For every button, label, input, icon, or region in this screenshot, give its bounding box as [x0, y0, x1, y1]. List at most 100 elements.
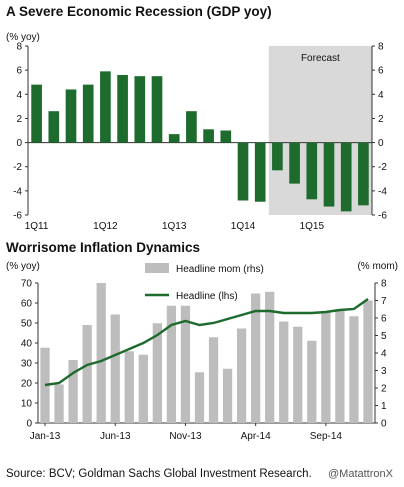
- y-tick-label-left: -6: [13, 211, 22, 222]
- legend-swatch-bars: [145, 263, 169, 273]
- x-tick-label: Jan-13: [30, 431, 61, 442]
- y-axis-label-left: (% yoy): [6, 261, 40, 272]
- y-tick-label-left: 30: [21, 359, 33, 370]
- mom-bar: [251, 293, 261, 423]
- mom-bar: [293, 326, 303, 423]
- x-tick-label: 1Q11: [25, 221, 49, 232]
- mom-bar: [265, 291, 275, 423]
- x-tick-label: 1Q14: [231, 221, 256, 232]
- y-tick-label-left: 50: [21, 319, 33, 330]
- gdp-bar: [117, 74, 128, 143]
- y-tick-label-left: 2: [16, 114, 22, 125]
- mom-bar: [349, 316, 359, 423]
- gdp-bar: [340, 142, 352, 212]
- y-tick-label-right: 8: [378, 42, 384, 53]
- forecast-region: [268, 46, 372, 215]
- mom-bar: [236, 328, 247, 423]
- gdp-bar: [100, 71, 111, 143]
- mom-bar: [138, 354, 148, 423]
- y-tick-label-left: 0: [26, 419, 32, 430]
- x-tick-label: 1Q13: [162, 221, 187, 232]
- x-tick-label: Sep-14: [310, 431, 343, 442]
- y-tick-label-right: 1: [381, 401, 387, 412]
- mom-bar: [54, 384, 64, 423]
- legend-label-line: Headline (lhs): [176, 291, 238, 302]
- x-tick-label: 1Q15: [300, 221, 325, 232]
- y-axis-label: (% yoy): [6, 32, 40, 43]
- y-tick-label-left: 70: [21, 279, 33, 290]
- y-tick-label-right: 0: [381, 419, 387, 430]
- gdp-bar: [358, 142, 369, 206]
- y-tick-label-left: 20: [21, 379, 33, 390]
- y-tick-label-right: 7: [381, 296, 387, 307]
- top-chart-title: A Severe Economic Recession (GDP yoy): [6, 4, 272, 19]
- x-tick-label: Nov-13: [169, 431, 202, 442]
- y-tick-label-right: 6: [381, 314, 387, 325]
- y-tick-label-right: -2: [378, 162, 387, 173]
- y-tick-label-left: 8: [16, 42, 22, 53]
- mom-bar: [335, 309, 345, 423]
- gdp-bar: [237, 142, 249, 201]
- headline-line: [44, 298, 369, 387]
- gdp-bar: [82, 84, 94, 143]
- gdp-bar-chart: Forecast(% yoy)8 86 64 42 20 0-2 -2-4 -4-6 -61Q1…: [6, 32, 387, 232]
- y-tick-label-right: -6: [378, 211, 387, 222]
- gdp-bar: [186, 111, 197, 143]
- y-tick-label-left: 60: [21, 299, 33, 310]
- mom-bar: [166, 305, 177, 423]
- forecast-label: Forecast: [301, 53, 340, 64]
- y-tick-label-right: 0: [378, 138, 384, 149]
- inflation-combo-chart: (% yoy) (% mom)706050403020100876543210He…: [6, 261, 398, 442]
- gdp-bar: [31, 84, 42, 143]
- mom-bar: [279, 321, 289, 423]
- mom-bar: [82, 325, 92, 423]
- mom-bar: [307, 340, 317, 423]
- x-tick-label: Apr-14: [241, 431, 271, 442]
- x-tick-label: 1Q12: [93, 221, 118, 232]
- y-tick-label-right: 3: [381, 366, 387, 377]
- gdp-bar: [220, 130, 232, 143]
- y-tick-label-left: 4: [16, 90, 22, 101]
- gdp-bar: [306, 142, 318, 200]
- gdp-bar: [65, 89, 77, 143]
- gdp-bar: [203, 129, 214, 143]
- y-tick-label-left: 0: [16, 138, 22, 149]
- gdp-bar: [323, 142, 335, 207]
- mom-bar: [96, 283, 106, 423]
- mom-bar: [363, 300, 373, 423]
- bottom-chart-title: Worrisome Inflation Dynamics: [6, 240, 201, 255]
- y-tick-label-right: 4: [381, 349, 387, 360]
- gdp-bar: [168, 134, 180, 143]
- mom-bar: [208, 337, 219, 423]
- mom-bar: [321, 312, 331, 423]
- y-tick-label-right: 4: [378, 90, 384, 101]
- gdp-bar: [254, 142, 266, 202]
- y-tick-label-left: 10: [21, 399, 33, 410]
- mom-bar: [124, 351, 134, 423]
- legend-label-bars: Headline mom (rhs): [176, 264, 264, 275]
- y-tick-label-right: -4: [378, 186, 387, 197]
- gdp-bar: [272, 142, 283, 171]
- gdp-bar: [151, 76, 163, 143]
- mom-bar: [152, 323, 162, 423]
- x-tick-label: Jun-13: [100, 431, 131, 442]
- mom-bar: [222, 368, 233, 423]
- y-tick-label-right: 5: [381, 331, 387, 342]
- y-tick-label-left: 40: [21, 339, 33, 350]
- mom-bar: [68, 360, 78, 423]
- y-axis-label-right: (% mom): [357, 261, 398, 272]
- gdp-bar: [134, 76, 146, 143]
- y-tick-label-left: -2: [13, 162, 22, 173]
- gdp-bar: [289, 142, 300, 184]
- gdp-bar: [48, 111, 60, 143]
- y-tick-label-left: -4: [13, 186, 22, 197]
- y-tick-label-left: 6: [16, 66, 22, 77]
- y-tick-label-right: 8: [381, 279, 387, 290]
- y-tick-label-right: 6: [378, 66, 384, 77]
- mom-bar: [194, 372, 205, 423]
- y-tick-label-right: 2: [378, 114, 384, 125]
- mom-bar: [180, 305, 191, 423]
- source-note: Source: BCV; Goldman Sachs Global Invest…: [6, 468, 312, 480]
- mom-bar: [40, 347, 50, 423]
- y-tick-label-right: 2: [381, 384, 387, 395]
